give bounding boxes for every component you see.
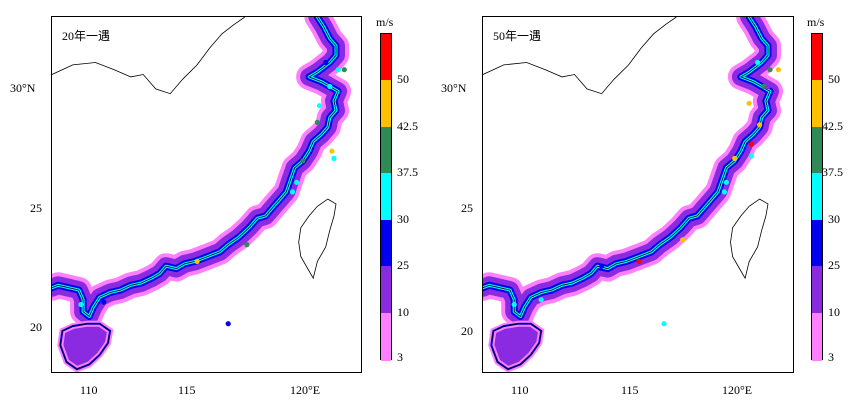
colorbar-label-42-5: 42.5	[822, 119, 843, 133]
map-frame-20yr: 20年一遇	[51, 16, 362, 373]
x-tick-110: 110	[511, 383, 529, 397]
station-marker	[661, 321, 667, 327]
colorbar-seg	[381, 127, 391, 173]
station-marker	[323, 59, 329, 66]
station-marker	[765, 83, 771, 90]
station-marker	[538, 297, 544, 303]
station-marker	[294, 179, 300, 185]
colorbar-seg	[381, 173, 391, 220]
station-marker	[335, 67, 341, 73]
station-marker	[314, 119, 320, 125]
colorbar-50yr	[811, 33, 823, 361]
map-title-20yr: 20年一遇	[62, 29, 111, 43]
colorbar-seg	[381, 80, 391, 127]
y-tick-25: 25	[30, 201, 42, 215]
station-marker	[511, 301, 517, 308]
station-marker	[327, 83, 333, 90]
station-marker	[244, 242, 250, 248]
station-marker	[78, 301, 84, 308]
colorbar-unit-20yr: m/s	[376, 15, 394, 29]
taiwan-outline	[298, 198, 337, 280]
colorbar-seg	[381, 266, 391, 313]
station-marker	[300, 158, 306, 164]
station-marker	[723, 179, 729, 185]
map-canvas-20yr	[52, 17, 352, 372]
station-marker	[101, 299, 107, 305]
station-marker	[329, 148, 335, 154]
map-title-50yr: 50年一遇	[493, 29, 542, 43]
colorbar-label-50: 50	[828, 72, 840, 86]
colorbar-label-50: 50	[397, 72, 409, 86]
colorbar-seg	[812, 266, 822, 313]
colorbar-label-37-5: 37.5	[822, 165, 843, 179]
map-frame-50yr: 50年一遇	[482, 16, 794, 373]
colorbar-20yr	[380, 33, 392, 361]
x-tick-120: 120°E	[722, 383, 753, 397]
colorbar-label-30: 30	[397, 212, 409, 226]
station-marker	[225, 321, 231, 327]
x-tick-115: 115	[178, 383, 196, 397]
y-tick-20: 20	[461, 324, 473, 338]
station-marker	[680, 237, 686, 243]
colorbar-label-25: 25	[397, 258, 409, 272]
station-marker	[748, 153, 754, 159]
map-canvas-50yr	[483, 17, 783, 372]
y-tick-20: 20	[30, 320, 42, 334]
station-marker	[757, 122, 763, 128]
colorbar-label-10: 10	[828, 305, 840, 319]
taiwan-outline	[730, 198, 769, 280]
station-marker	[748, 141, 754, 147]
colorbar-label-25: 25	[828, 258, 840, 272]
station-marker	[636, 258, 642, 264]
colorbar-seg	[381, 34, 391, 80]
colorbar-seg	[812, 127, 822, 173]
station-marker	[721, 189, 727, 195]
colorbar-seg	[812, 80, 822, 127]
province-border	[52, 17, 246, 95]
station-marker	[194, 258, 200, 264]
station-marker	[755, 59, 761, 66]
hainan-outline	[59, 323, 111, 370]
y-tick-30: 30°N	[10, 81, 36, 95]
colorbar-unit-50yr: m/s	[807, 15, 825, 29]
colorbar-seg	[812, 220, 822, 266]
station-marker	[732, 155, 738, 161]
hainan-outline	[490, 323, 542, 370]
y-tick-25: 25	[461, 201, 473, 215]
colorbar-label-42-5: 42.5	[397, 119, 418, 133]
station-marker	[599, 263, 605, 269]
colorbar-seg	[381, 313, 391, 361]
station-marker	[767, 67, 773, 73]
station-marker	[331, 155, 337, 161]
colorbar-seg	[812, 313, 822, 361]
station-marker	[289, 189, 296, 195]
coastline	[483, 17, 771, 318]
x-tick-115: 115	[621, 383, 639, 397]
x-tick-110: 110	[80, 383, 98, 397]
station-marker	[341, 67, 347, 73]
province-border	[483, 17, 677, 95]
y-tick-30: 30°N	[441, 81, 467, 95]
x-tick-120: 120°E	[290, 383, 321, 397]
colorbar-label-10: 10	[397, 305, 409, 319]
colorbar-seg	[812, 34, 822, 80]
colorbar-seg	[812, 173, 822, 220]
colorbar-seg	[381, 220, 391, 266]
station-marker	[775, 67, 781, 73]
station-marker	[316, 103, 323, 109]
station-marker	[746, 100, 752, 106]
coastline	[52, 17, 339, 318]
colorbar-label-37-5: 37.5	[397, 165, 418, 179]
colorbar-label-30: 30	[828, 212, 840, 226]
colorbar-label-3: 3	[828, 350, 834, 364]
station-marker	[761, 83, 767, 90]
colorbar-label-3: 3	[397, 350, 403, 364]
